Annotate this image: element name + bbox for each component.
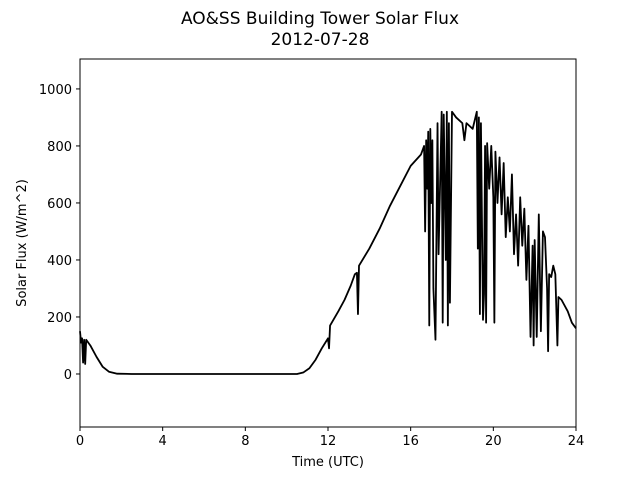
y-tick-label: 0 — [64, 368, 72, 383]
x-tick-label: 20 — [485, 434, 502, 449]
chart-title: AO&SS Building Tower Solar Flux — [181, 9, 459, 29]
y-axis-label: Solar Flux (W/m^2) — [15, 179, 30, 307]
x-tick-label: 12 — [320, 434, 337, 449]
x-tick-label: 24 — [568, 434, 585, 449]
y-tick-label: 400 — [47, 254, 72, 269]
y-tick-label: 200 — [47, 311, 72, 326]
x-tick-label: 0 — [76, 434, 84, 449]
y-tick-label: 600 — [47, 197, 72, 212]
chart-subtitle: 2012-07-28 — [271, 30, 370, 50]
x-tick-label: 4 — [159, 434, 167, 449]
x-tick-label: 8 — [241, 434, 249, 449]
x-tick-label: 16 — [402, 434, 419, 449]
y-tick-label: 1000 — [39, 83, 72, 98]
y-tick-label: 800 — [47, 140, 72, 155]
plot-frame — [79, 58, 577, 428]
x-axis-label: Time (UTC) — [291, 455, 364, 470]
data-line — [79, 110, 577, 375]
